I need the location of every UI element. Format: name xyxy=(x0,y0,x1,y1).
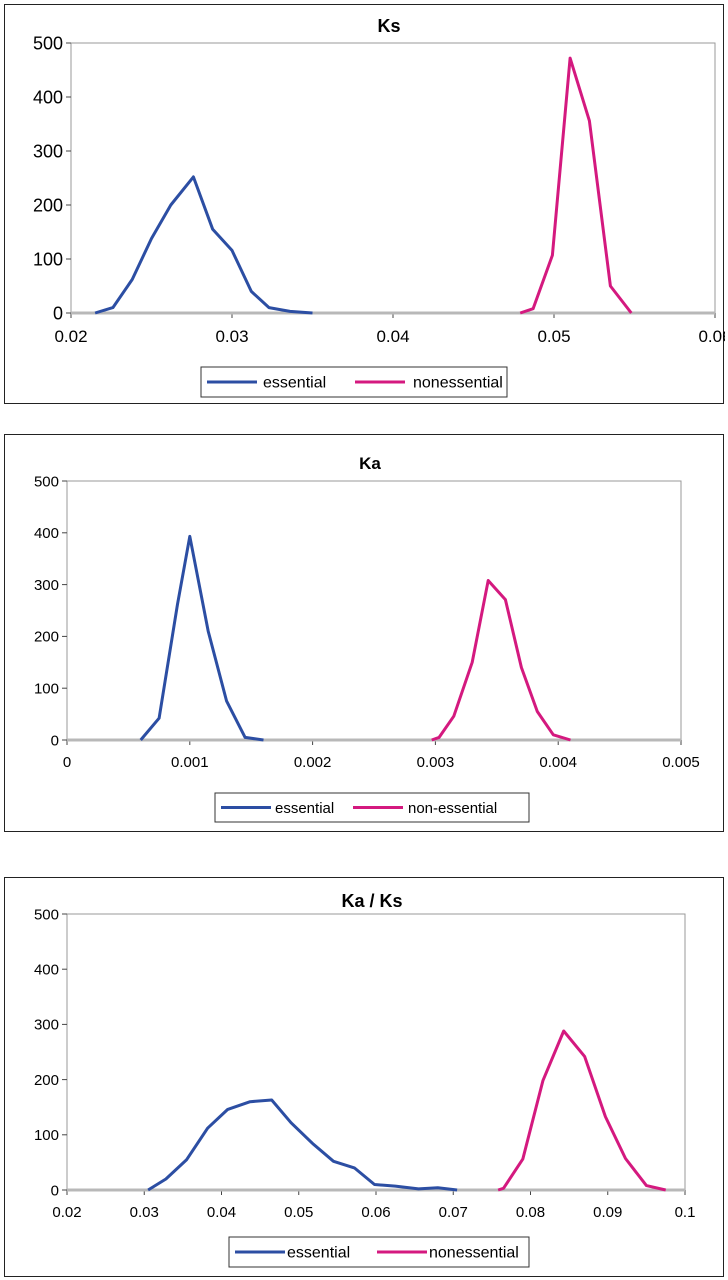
ks-x-tick-label: 0.05 xyxy=(537,327,570,346)
ka-y-tick-label: 500 xyxy=(34,473,59,490)
ks-plot-area xyxy=(70,42,716,314)
ka-ks-x-tick-label: 0.04 xyxy=(207,1204,236,1221)
ks-legend: essential nonessential xyxy=(200,366,508,398)
ka-legend-label-non-essential: non-essential xyxy=(408,800,497,817)
ks-chart-title: Ks xyxy=(377,16,400,36)
ks-y-tick-label: 500 xyxy=(33,33,63,53)
ka-y-tick-label: 200 xyxy=(34,629,59,646)
ka-ks-y-tick-label: 200 xyxy=(34,1072,59,1089)
ka-ks-series-nonessential-line xyxy=(497,1029,667,1192)
ka-chart: Ka 0 100 200 300 400 500 0 0.001 0.002 0.003 0.004 0… xyxy=(34,454,700,823)
ka-ks-plot-area xyxy=(66,913,686,1191)
ks-y-tick-label: 100 xyxy=(33,249,63,269)
ks-x-tick-label: 0.04 xyxy=(376,327,409,346)
ka-y-tick-label: 300 xyxy=(34,577,59,594)
ks-x-tick-label: 0.03 xyxy=(215,327,248,346)
ka-ks-x-tick-label: 0.1 xyxy=(675,1204,696,1221)
ks-legend-label-nonessential: nonessential xyxy=(413,375,503,392)
ka-ks-y-tick-label: 100 xyxy=(34,1127,59,1144)
ka-ks-x-tick-label: 0.06 xyxy=(361,1204,390,1221)
ka-series-non-essential-line xyxy=(431,579,571,742)
ka-ks-y-tick-label: 500 xyxy=(34,906,59,923)
ks-x-tick-label: 0.02 xyxy=(54,327,87,346)
ks-x-tick-label: 0.06 xyxy=(698,327,725,346)
ka-y-tick-label: 0 xyxy=(51,732,59,749)
ka-ks-chart: Ka / Ks 0 100 200 300 400 500 0.02 0.03 0.04 0.05 0… xyxy=(34,891,696,1268)
ks-chart-panel: Ks 0 100 200 300 400 500 0.02 0.03 0.04 0.05 0.06 es… xyxy=(4,4,725,404)
ka-legend-label-essential: essential xyxy=(275,800,334,817)
ka-series-essential-line xyxy=(139,534,264,742)
ks-y-tick-label: 300 xyxy=(33,141,63,161)
ka-ks-x-tick-label: 0.03 xyxy=(130,1204,159,1221)
ka-ks-x-tick-label: 0.02 xyxy=(52,1204,81,1221)
ka-ks-y-tick-label: 0 xyxy=(51,1182,59,1199)
ka-x-tick-label: 0 xyxy=(63,754,71,771)
ks-y-tick-label: 200 xyxy=(33,195,63,215)
ks-y-tick-label: 0 xyxy=(53,303,63,323)
ka-ks-x-tick-label: 0.09 xyxy=(593,1204,622,1221)
ka-y-tick-label: 400 xyxy=(34,525,59,542)
ka-ks-y-tick-label: 300 xyxy=(34,1017,59,1034)
ks-y-tick-label: 400 xyxy=(33,87,63,107)
ka-ks-x-tick-label: 0.08 xyxy=(516,1204,545,1221)
ka-chart-title: Ka xyxy=(359,454,381,473)
ks-series-essential-line xyxy=(94,175,313,315)
ka-x-tick-label: 0.002 xyxy=(294,754,332,771)
ks-chart: Ks 0 100 200 300 400 500 0.02 0.03 0.04 0.05 0.06 es… xyxy=(33,16,725,398)
ka-x-tick-label: 0.003 xyxy=(417,754,455,771)
ka-x-tick-label: 0.004 xyxy=(539,754,577,771)
ka-legend: essential non-essential xyxy=(214,792,530,823)
ka-ks-legend-label-nonessential: nonessential xyxy=(429,1245,519,1262)
ka-ks-legend-label-essential: essential xyxy=(287,1245,350,1262)
ka-ks-series-essential-line xyxy=(147,1098,458,1192)
ks-legend-label-essential: essential xyxy=(263,375,326,392)
ka-ks-x-tick-label: 0.05 xyxy=(284,1204,313,1221)
ka-ks-y-tick-label: 400 xyxy=(34,961,59,978)
ka-chart-panel: Ka 0 100 200 300 400 500 0 0.001 0.002 0.003 0.004 0… xyxy=(4,434,724,832)
ka-ks-chart-panel: Ka / Ks 0 100 200 300 400 500 0.02 0.03 0.04 0.05 0… xyxy=(4,877,724,1277)
ka-y-tick-label: 100 xyxy=(34,680,59,697)
ka-ks-legend: essential nonessential xyxy=(228,1236,530,1268)
ks-series-nonessential-line xyxy=(519,56,633,315)
ka-ks-x-tick-label: 0.07 xyxy=(439,1204,468,1221)
ka-x-tick-label: 0.005 xyxy=(662,754,700,771)
ka-plot-area xyxy=(66,480,682,741)
ka-ks-chart-title: Ka / Ks xyxy=(341,891,402,911)
ka-x-tick-label: 0.001 xyxy=(171,754,209,771)
